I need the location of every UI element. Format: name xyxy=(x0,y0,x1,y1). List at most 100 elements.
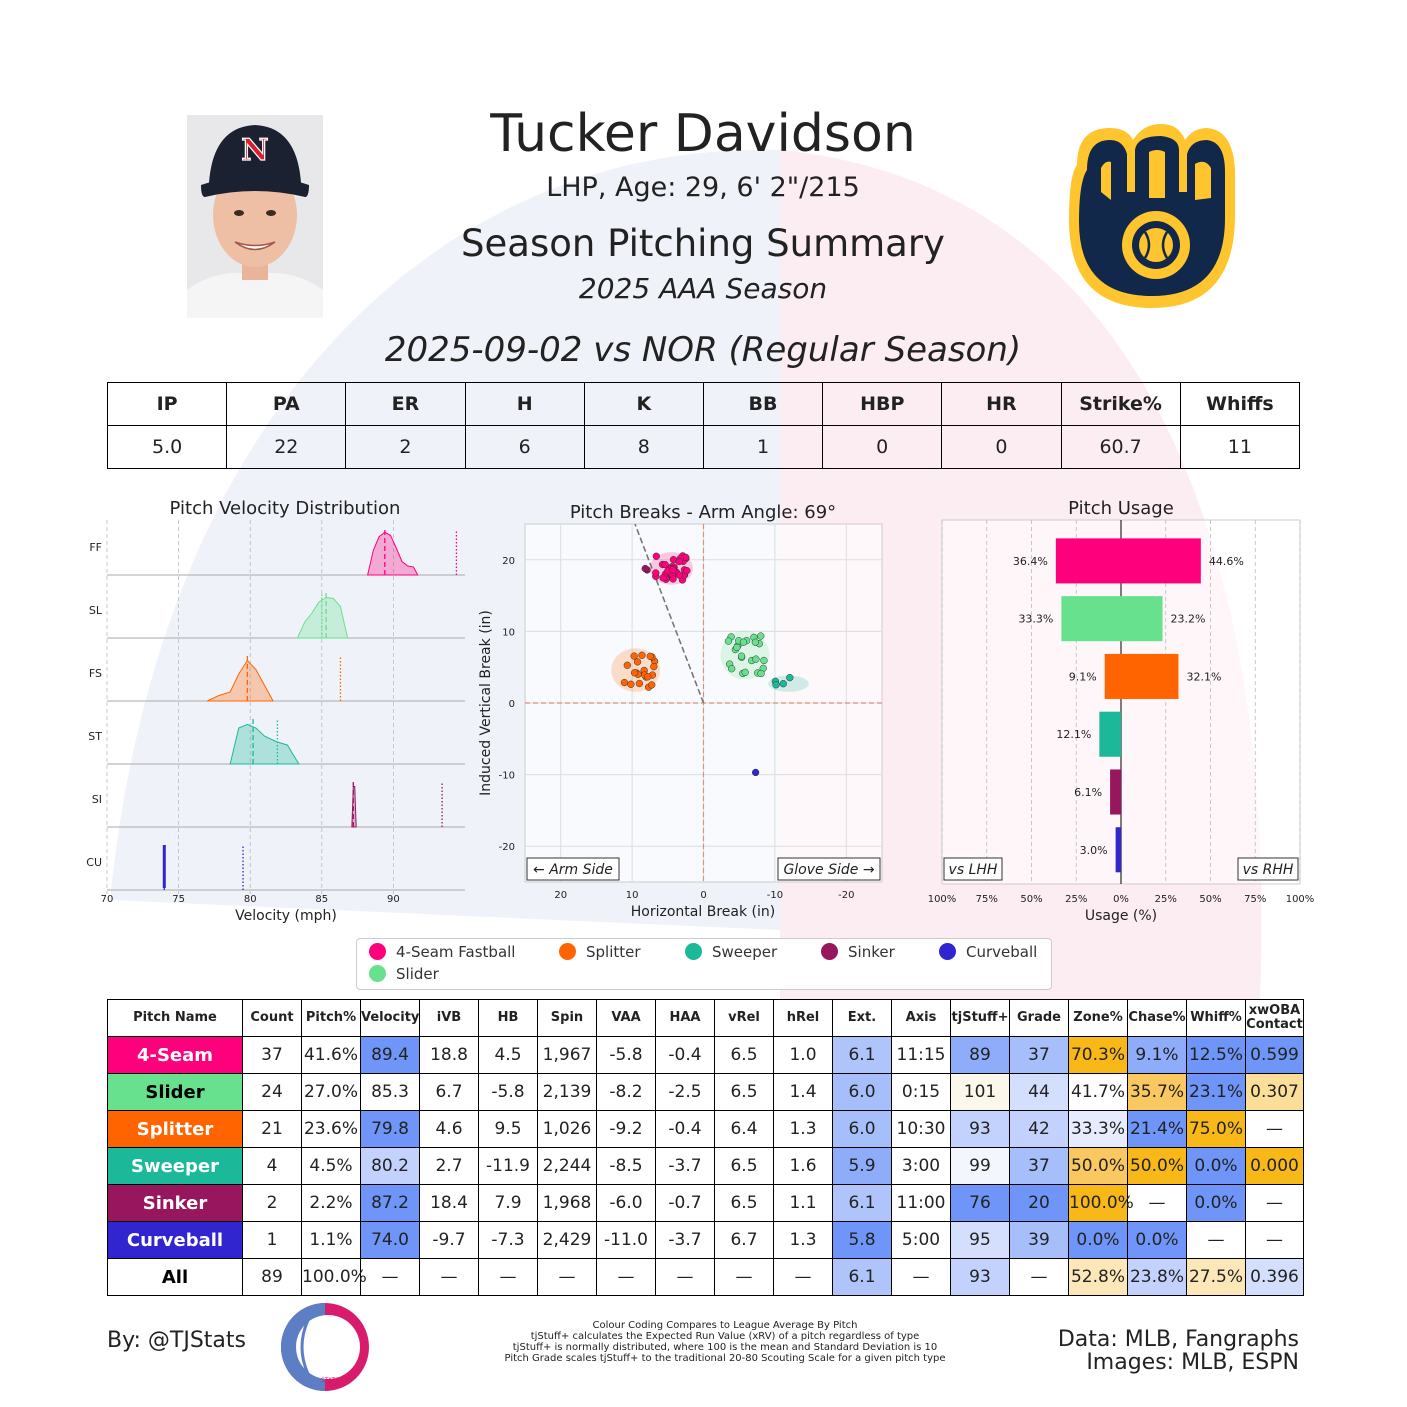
pitch-metric-cell: 0.307 xyxy=(1245,1073,1304,1111)
usage-label-rhh: 32.1% xyxy=(1186,670,1221,683)
breaks-pitch-point xyxy=(630,652,638,660)
report-title: Season Pitching Summary xyxy=(461,222,945,265)
pitch-metrics-table: Pitch Name Count Pitch% Velocity iVB HB Spin VA… xyxy=(107,999,1304,1296)
pitch-metric-cell: 1.0 xyxy=(773,1036,833,1074)
breaks-pitch-point xyxy=(635,679,644,688)
pitch-metric-cell: 5:00 xyxy=(891,1221,951,1259)
pitch-metric-cell: 93 xyxy=(950,1110,1010,1148)
pitch-metric-cell: -5.8 xyxy=(596,1036,656,1074)
legend-dot xyxy=(369,943,386,960)
pitch-metric-cell: 12.5% xyxy=(1186,1036,1246,1074)
game-label: 2025-09-02 vs NOR (Regular Season) xyxy=(384,330,1022,370)
tjstats-logo: STATS xyxy=(278,1300,372,1394)
pitch-metric-cell: 23.1% xyxy=(1186,1073,1246,1111)
pitch-table-header: Whiff% xyxy=(1186,999,1246,1037)
legend-label: Slider xyxy=(396,965,439,983)
pitch-metric-cell: 101 xyxy=(950,1073,1010,1111)
pitch-metric-cell: 2,244 xyxy=(537,1147,597,1185)
stat-header-ip: IP xyxy=(106,382,228,426)
pitch-metric-cell: 89 xyxy=(950,1036,1010,1074)
pitch-metric-cell: -11.9 xyxy=(478,1147,538,1185)
velocity-row-label: FF xyxy=(89,541,102,554)
breaks-pitch-point xyxy=(683,567,691,575)
velocity-density-st xyxy=(229,723,300,765)
player-bio: LHP, Age: 29, 6' 2"/215 xyxy=(546,172,860,203)
pitch-metric-cell: -8.5 xyxy=(596,1147,656,1185)
pitch-metric-cell: — xyxy=(1245,1184,1304,1222)
pitch-metric-cell: 2,429 xyxy=(537,1221,597,1259)
pitch-metric-cell: -3.7 xyxy=(655,1221,715,1259)
stat-header-k: K xyxy=(583,382,704,426)
pitch-breaks-chart: Pitch Breaks - Arm Angle: 69° 20 10 0 -10 -20… xyxy=(478,502,883,920)
pitch-table-row: 4-Seam 37 41.6% 89.4 18.8 4.5 1,967 -5.8 -0.4 6.5… xyxy=(107,1036,1304,1074)
pitch-metric-cell: 2.7 xyxy=(419,1147,479,1185)
arm-side-box xyxy=(526,857,620,881)
game-stats-header-row: IP PA ER H K BB HBP HR Strike% Whiffs xyxy=(106,382,1301,426)
pitch-metric-cell: 6.1 xyxy=(832,1258,892,1296)
author-credit: By: @TJStats xyxy=(107,1328,247,1353)
breaks-pitch-point xyxy=(641,564,649,573)
pitch-table-row: Sinker 2 2.2% 87.2 18.4 7.9 1,968 -6.0 -0.7 6.5 1.… xyxy=(107,1184,1304,1222)
pitch-metric-cell: 11:15 xyxy=(891,1036,951,1074)
breaks-pitch-point xyxy=(772,681,780,689)
pitch-metric-cell: 6.1 xyxy=(832,1036,892,1074)
usage-label-lhh: 3.0% xyxy=(1080,844,1108,857)
pitch-table-header: tjStuff+ xyxy=(950,999,1010,1037)
legend-item: Splitter xyxy=(559,943,641,961)
usage-tick-label: 75% xyxy=(1244,894,1266,905)
pitch-metric-cell: 24 xyxy=(242,1073,302,1111)
legend-label: Splitter xyxy=(586,943,641,961)
pitch-metric-cell: 21.4% xyxy=(1127,1110,1187,1148)
stat-header-bb: BB xyxy=(702,382,824,426)
pitch-metric-cell: 0.0% xyxy=(1068,1221,1128,1259)
legend-label: Sinker xyxy=(848,943,895,961)
pitch-metric-cell: 1.3 xyxy=(773,1110,833,1148)
pitch-metric-cell: 4.5 xyxy=(478,1036,538,1074)
pitch-table-header: Axis xyxy=(891,999,951,1037)
breaks-pitch-point xyxy=(638,651,646,659)
pitch-table-header: Ext. xyxy=(832,999,892,1037)
breaks-pitch-point xyxy=(739,638,748,646)
usage-label-rhh: 23.2% xyxy=(1171,613,1206,626)
breaks-pitch-point xyxy=(646,652,654,661)
pitch-metric-cell: 1.6 xyxy=(773,1147,833,1185)
game-stats-table: IP PA ER H K BB HBP HR Strike% Whiffs 5.0 22 2 6 8 1 0 0… xyxy=(106,382,1301,469)
pitch-metric-cell: -3.7 xyxy=(655,1147,715,1185)
pitch-table-header: Spin xyxy=(537,999,597,1037)
breaks-pitch-point xyxy=(757,632,765,640)
pitch-metric-cell: 0.599 xyxy=(1245,1036,1304,1074)
velocity-tick-label: 80 xyxy=(244,894,257,905)
breaks-y-tick: -10 xyxy=(499,771,515,782)
pitch-metric-cell: 1,967 xyxy=(537,1036,597,1074)
breaks-pitch-point xyxy=(648,681,656,689)
velocity-row-label: FS xyxy=(89,667,102,680)
pitch-metric-cell: 6.0 xyxy=(832,1110,892,1148)
pitch-table-header: Pitch% xyxy=(301,999,361,1037)
stat-header-whiffs: Whiffs xyxy=(1179,382,1301,426)
pitch-metric-cell: 23.6% xyxy=(301,1110,361,1148)
velocity-density-ff xyxy=(366,531,419,576)
pitch-name-cell: 4-Seam xyxy=(107,1036,243,1074)
pitch-metric-cell: 87.2 xyxy=(360,1184,420,1222)
pitch-metric-cell: 4.5% xyxy=(301,1147,361,1185)
velocity-distribution-chart: Pitch Velocity Distribution 70 75 80 85 90 Vel… xyxy=(86,498,465,924)
pitch-table-header: iVB xyxy=(419,999,479,1037)
pitch-metric-cell: — xyxy=(596,1258,656,1296)
pitch-metric-cell: 99 xyxy=(950,1147,1010,1185)
pitch-metric-cell: 27.5% xyxy=(1186,1258,1246,1296)
breaks-pitch-point xyxy=(633,658,642,666)
pitch-metric-cell: 3:00 xyxy=(891,1147,951,1185)
pitch-metric-cell: 5.9 xyxy=(832,1147,892,1185)
velocity-axis-label: Velocity (mph) xyxy=(235,908,337,924)
glove-side-box xyxy=(777,857,881,881)
pitch-metric-cell: 1 xyxy=(242,1221,302,1259)
pitch-metric-cell: 1.1 xyxy=(773,1184,833,1222)
pitch-metric-cell: 6.5 xyxy=(714,1184,774,1222)
legend-item: Curveball xyxy=(939,943,1037,961)
pitch-metric-cell: — xyxy=(1245,1110,1304,1148)
pitch-metric-cell: -0.4 xyxy=(655,1110,715,1148)
stat-header-pa: PA xyxy=(226,382,347,426)
vs-lhh-box xyxy=(943,857,1003,881)
pitch-metric-cell: 1.3 xyxy=(773,1221,833,1259)
breaks-x-tick: 20 xyxy=(554,890,567,901)
